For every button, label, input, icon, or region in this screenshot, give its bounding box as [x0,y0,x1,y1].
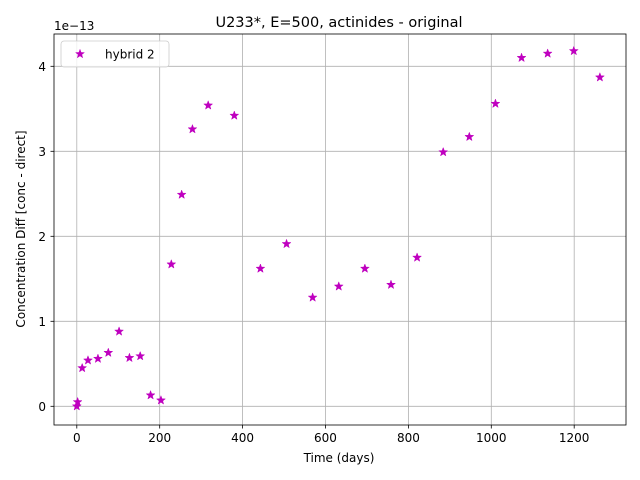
x-tick-label: 1000 [476,431,507,445]
x-tick-label: 600 [314,431,337,445]
x-tick-label: 200 [148,431,171,445]
data-point [438,146,449,157]
data-point [359,263,370,273]
data-point [516,52,527,63]
data-point [103,347,114,358]
legend-star [74,48,86,59]
legend-label: hybrid 2 [105,48,155,62]
y-axis-label: Concentration Diff [conc - direct] [14,130,28,327]
data-point [490,98,501,109]
y-axis-ticks: 0 1 2 3 4 [38,60,54,414]
y-tick-label: 1 [38,315,46,329]
data-markers [71,45,605,411]
data-point [385,279,397,290]
x-axis-ticks: 0 200 400 600 800 1000 1200 [73,425,589,445]
x-tick-label: 1200 [559,431,590,445]
y-tick-label: 4 [38,60,46,74]
y-tick-label: 2 [38,230,46,244]
plot-frame [53,33,627,426]
data-point [412,252,423,262]
y-axis-offset-label: 1e−13 [54,19,94,33]
data-point [281,238,292,249]
data-point [145,389,156,400]
data-point [92,353,104,364]
legend-box [60,40,170,68]
data-point [594,72,605,82]
x-tick-label: 0 [73,431,81,445]
data-point [166,259,177,269]
data-point [176,189,187,199]
y-tick-label: 0 [38,400,46,414]
y-tick-label: 3 [38,145,46,159]
data-point [255,263,266,273]
data-point [155,395,167,405]
data-point [542,48,553,58]
x-axis-label: Time (days) [303,451,375,465]
data-point [135,350,146,361]
data-point [124,352,135,363]
data-point [229,110,240,120]
x-tick-label: 400 [231,431,254,445]
data-point [203,100,214,110]
data-point [82,355,94,365]
data-point [187,123,198,134]
data-point [77,362,88,373]
legend-marker-star-icon [74,48,86,59]
data-point [307,292,318,302]
chart-title: U233*, E=500, actinides - original [215,15,462,31]
data-point [333,281,344,291]
x-tick-label: 800 [397,431,420,445]
data-point [568,45,579,56]
legend: hybrid 2 [60,40,170,68]
data-point [72,396,83,407]
data-point [114,326,125,336]
data-point [464,131,475,142]
